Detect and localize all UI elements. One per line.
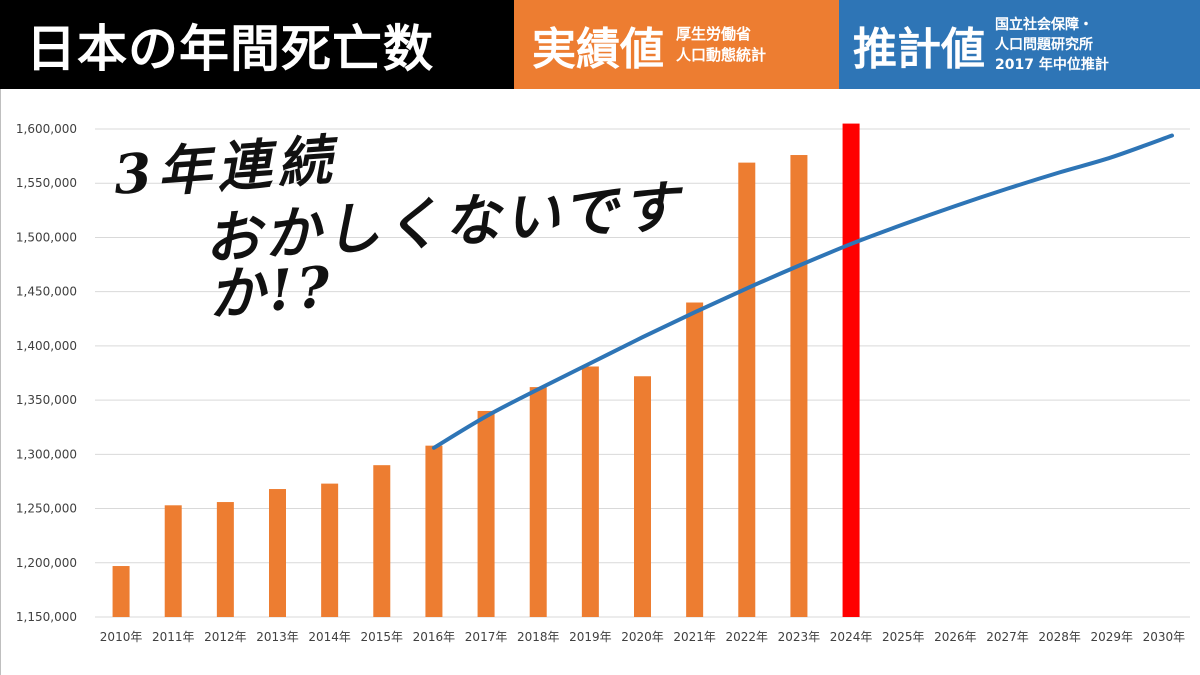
x-tick-label: 2024年 bbox=[830, 630, 873, 644]
bar bbox=[216, 502, 234, 617]
title-block: 日本の年間死亡数 bbox=[0, 0, 514, 89]
projection-source-line-1: 国立社会保障・ bbox=[995, 16, 1093, 33]
y-tick-label: 1,600,000 bbox=[16, 122, 77, 136]
x-tick-label: 2011年 bbox=[152, 630, 195, 644]
chart-frame: 1,150,000 1,200,000 1,250,000 1,300,000 1,35… bbox=[0, 89, 1200, 675]
bar bbox=[425, 445, 443, 617]
actual-source-line-1: 厚生労働省 bbox=[676, 24, 752, 43]
x-tick-label: 2029年 bbox=[1091, 630, 1134, 644]
y-tick-label: 1,150,000 bbox=[16, 610, 77, 624]
x-tick-label: 2018年 bbox=[517, 630, 560, 644]
bar bbox=[790, 155, 808, 617]
projection-source-line-3: 2017 年中位推計 bbox=[995, 56, 1109, 73]
x-tick-label: 2020年 bbox=[621, 630, 664, 644]
x-tick-label: 2028年 bbox=[1038, 630, 1081, 644]
death-count-chart: 1,150,000 1,200,000 1,250,000 1,300,000 1,35… bbox=[0, 89, 1190, 675]
x-tick-label: 2026年 bbox=[934, 630, 977, 644]
actual-label: 実績値 bbox=[532, 23, 664, 75]
x-tick-label: 2021年 bbox=[673, 630, 716, 644]
x-tick-label: 2014年 bbox=[308, 630, 351, 644]
bar bbox=[738, 162, 756, 617]
projection-legend-block: 推計値 国立社会保障・ 人口問題研究所 2017 年中位推計 bbox=[839, 0, 1200, 89]
page-title: 日本の年間死亡数 bbox=[26, 19, 434, 78]
y-tick-label: 1,300,000 bbox=[16, 447, 77, 461]
bar bbox=[634, 376, 651, 617]
projection-label: 推計値 bbox=[853, 23, 985, 75]
x-tick-label: 2022年 bbox=[726, 630, 769, 644]
y-tick-label: 1,250,000 bbox=[16, 502, 77, 516]
y-tick-label: 1,350,000 bbox=[16, 393, 77, 407]
header-banner: 日本の年間死亡数 実績値 厚生労働省 人口動態統計 推計値 国立社会保障・ 人口… bbox=[0, 0, 1200, 89]
x-tick-label: 2010年 bbox=[100, 630, 143, 644]
highlight-bar bbox=[842, 123, 860, 618]
projection-source-line-2: 人口問題研究所 bbox=[995, 36, 1093, 53]
x-tick-label: 2030年 bbox=[1143, 630, 1186, 644]
bar bbox=[269, 489, 286, 617]
actual-source: 厚生労働省 人口動態統計 bbox=[676, 24, 766, 66]
y-tick-label: 1,400,000 bbox=[16, 339, 77, 353]
projection-source: 国立社会保障・ 人口問題研究所 2017 年中位推計 bbox=[995, 15, 1109, 75]
x-tick-label: 2012年 bbox=[204, 630, 247, 644]
y-tick-label: 1,500,000 bbox=[16, 230, 77, 244]
y-tick-label: 1,450,000 bbox=[16, 285, 77, 299]
bar bbox=[477, 410, 495, 617]
y-tick-label: 1,550,000 bbox=[16, 176, 77, 190]
projection-line bbox=[431, 133, 1174, 450]
x-tick-label: 2017年 bbox=[465, 630, 508, 644]
bar bbox=[321, 483, 339, 617]
x-tick-label: 2016年 bbox=[413, 630, 456, 644]
y-tick-label: 1,200,000 bbox=[16, 556, 77, 570]
x-tick-label: 2023年 bbox=[778, 630, 821, 644]
x-tick-label: 2015年 bbox=[361, 630, 404, 644]
x-tick-label: 2013年 bbox=[256, 630, 299, 644]
bar bbox=[373, 465, 391, 617]
actual-legend-block: 実績値 厚生労働省 人口動態統計 bbox=[514, 0, 839, 89]
x-tick-label: 2027年 bbox=[986, 630, 1029, 644]
x-tick-label: 2019年 bbox=[569, 630, 612, 644]
bar bbox=[686, 302, 704, 617]
bar bbox=[164, 505, 182, 617]
bar bbox=[581, 366, 599, 617]
bar bbox=[112, 566, 130, 617]
actual-source-line-2: 人口動態統計 bbox=[676, 45, 767, 64]
x-tick-label: 2025年 bbox=[882, 630, 925, 644]
bar bbox=[529, 387, 547, 617]
